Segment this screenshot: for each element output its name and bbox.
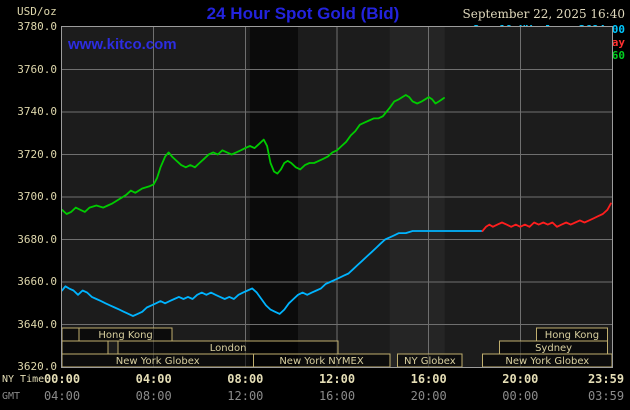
kitco-watermark: www.kitco.com <box>68 36 177 53</box>
x-axis-ny-tick-label: 00:00 <box>43 372 81 386</box>
x-axis-ny-tick-label: 23:59 <box>587 372 625 386</box>
chart-title: 24 Hour Spot Gold (Bid) <box>206 4 400 23</box>
series-line-sep22 <box>62 94 445 215</box>
series-line-sep21 <box>481 202 612 232</box>
x-axis-row-gmt: GMT 04:00 08:00 12:00 16:00 20:00 00:00 03:59 <box>0 389 630 403</box>
market-session-box <box>397 353 463 367</box>
market-session-label: New York Globex <box>116 356 200 367</box>
x-axis-gmt-tick-label: 08:00 <box>135 389 172 403</box>
chart-datetime: September 22, 2025 16:40 <box>462 7 625 21</box>
x-axis-row-label: NY Time <box>2 374 45 385</box>
x-axis-gmt-tick-label: 12:00 <box>227 389 264 403</box>
market-session-label: Sydney <box>535 343 572 354</box>
market-session-label: Hong Kong <box>98 330 152 341</box>
y-axis-tick-label: 3760.0 <box>17 62 57 76</box>
x-axis-row-label: GMT <box>2 391 21 402</box>
market-session-label: Hong Kong <box>545 330 599 341</box>
x-axis-row-ny: NY Time 00:00 04:00 08:00 12:00 16:00 20:00 23:… <box>0 372 630 386</box>
x-axis-ny-tick-label: 08:00 <box>227 372 264 386</box>
market-session-box <box>482 353 612 367</box>
y-axis-unit-label: USD/oz <box>17 5 57 18</box>
x-axis-ny-tick-label: 16:00 <box>410 372 447 386</box>
market-session-box <box>62 340 109 355</box>
market-session-label: New York NYMEX <box>279 356 364 367</box>
market-session-label: London <box>210 343 247 354</box>
y-axis-tick-label: 3620.0 <box>17 360 57 373</box>
chart-plot-area: Hong Kong Hong Kong London Sydney New York G… <box>61 26 613 368</box>
x-axis-gmt-tick-label: 03:59 <box>587 389 625 403</box>
y-axis-tick-label: 3640.0 <box>17 317 57 331</box>
chart-canvas: Hong Kong Hong Kong London Sydney New York G… <box>62 27 612 367</box>
x-axis-gmt-tick-label: 16:00 <box>318 389 356 403</box>
y-axis-tick-label: 3740.0 <box>17 105 57 118</box>
x-axis-ny-tick-label: 12:00 <box>318 372 356 386</box>
y-axis-tick-label: 3720.0 <box>17 147 57 161</box>
x-axis-ny-tick-label: 04:00 <box>135 372 172 386</box>
market-session-label: New York Globex <box>505 356 589 367</box>
market-session-box <box>252 353 391 367</box>
x-axis-gmt-tick-label: 04:00 <box>43 389 81 403</box>
y-axis-tick-label: 3680.0 <box>17 232 57 246</box>
x-axis-gmt-tick-label: 20:00 <box>410 389 447 403</box>
y-axis-tick-label: 3700.0 <box>17 190 57 203</box>
market-session-label: NY Globex <box>404 356 456 367</box>
market-session-box <box>62 327 80 342</box>
x-axis-gmt-tick-label: 00:00 <box>502 389 539 403</box>
y-axis-tick-label: 3660.0 <box>17 275 57 288</box>
y-axis-tick-label: 3780.0 <box>17 20 57 33</box>
series-line-sep19 <box>62 230 484 317</box>
x-axis-ny-tick-label: 20:00 <box>502 372 539 386</box>
